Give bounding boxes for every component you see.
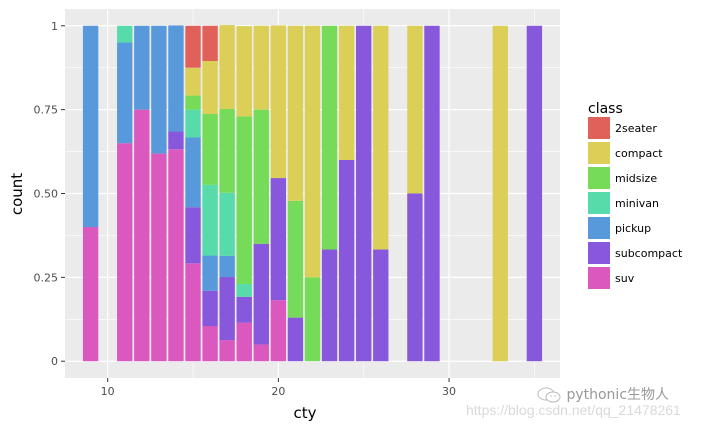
bar-segment-subcompact (407, 193, 423, 362)
legend-label-subcompact: subcompact (615, 247, 683, 260)
bar-segment-compact (202, 60, 218, 114)
bar-segment-compact (287, 25, 304, 201)
legend-label-compact: compact (615, 147, 663, 160)
bar-segment-suv (117, 143, 133, 362)
bar-segment-compact (407, 25, 423, 194)
bar-segment-suv (253, 344, 269, 362)
bar-segment-suv (82, 227, 99, 362)
bar-segment-suv (151, 153, 167, 362)
bar-segment-subcompact (338, 159, 355, 362)
x-axis-title: cty (293, 404, 316, 422)
bar-segment-pickup (185, 137, 201, 208)
y-axis: 0 0.25 0.50 0.75 1 (34, 20, 65, 368)
bar-segment-suv (270, 300, 287, 362)
bar-segment-midsize (236, 116, 252, 285)
bar-segment-subcompact (219, 277, 235, 341)
bar-segment-compact (373, 25, 389, 250)
bar-segment-compact (338, 25, 355, 160)
bar-segment-pickup (151, 25, 167, 154)
bar-segment-suv (236, 322, 252, 362)
bar-segment-subcompact (321, 249, 338, 362)
bar-segment-compact (253, 25, 269, 110)
legend-label-midsize: midsize (615, 172, 657, 185)
legend-swatch-suv (588, 267, 610, 289)
bar-segment-compact (304, 25, 321, 278)
bar-segment-subcompact (373, 249, 389, 362)
y-tick-label: 0.75 (34, 104, 59, 117)
bars (82, 25, 543, 362)
bar-segment-compact (270, 25, 287, 179)
bar-segment-suv (134, 109, 150, 362)
bar-segment-2seater (202, 25, 218, 61)
legend-swatch-2seater (588, 117, 610, 139)
bar-segment-suv (219, 340, 235, 362)
bar-segment-midsize (185, 95, 201, 110)
y-tick-label: 0.25 (34, 271, 59, 284)
legend-label-suv: suv (615, 272, 635, 285)
bar-segment-subcompact (202, 290, 218, 327)
legend-swatch-minivan (588, 192, 610, 214)
bar-segment-midsize (321, 25, 338, 250)
x-tick-label: 30 (442, 385, 456, 398)
wechat-icon (537, 387, 561, 403)
y-axis-title: count (8, 173, 26, 215)
y-tick-label: 1 (51, 20, 58, 33)
wechat-watermark: pythonic生物人 (536, 384, 669, 404)
bar-segment-pickup (134, 25, 150, 110)
legend-label-pickup: pickup (615, 222, 651, 235)
bar-segment-pickup (219, 255, 235, 278)
bar-segment-compact (219, 25, 235, 109)
bar-segment-midsize (304, 277, 321, 362)
bar-segment-pickup (202, 255, 218, 291)
bar-segment-compact (492, 25, 508, 362)
bar-segment-midsize (253, 109, 269, 244)
bar-segment-midsize (202, 113, 218, 185)
bar-segment-subcompact (526, 25, 543, 362)
bar-segment-midsize (287, 200, 304, 318)
bar-segment-midsize (219, 108, 235, 193)
bar-segment-minivan (202, 184, 218, 256)
bar-segment-pickup (168, 25, 184, 132)
bar-segment-subcompact (270, 178, 287, 301)
bar-segment-2seater (185, 25, 201, 68)
bar-segment-minivan (236, 284, 252, 297)
bar-segment-minivan (185, 109, 201, 138)
bar-segment-suv (168, 149, 184, 362)
bar-segment-subcompact (236, 296, 252, 323)
bar-segment-pickup (82, 25, 99, 228)
legend-swatch-midsize (588, 167, 610, 189)
bar-segment-suv (202, 326, 218, 362)
x-tick-label: 10 (101, 385, 115, 398)
bar-segment-minivan (219, 192, 235, 256)
bar-segment-compact (185, 67, 201, 96)
bar-segment-subcompact (356, 25, 372, 362)
legend-label-2seater: 2seater (615, 122, 657, 135)
y-tick-label: 0 (51, 355, 58, 368)
bar-segment-subcompact (424, 25, 440, 362)
legend-swatch-pickup (588, 217, 610, 239)
x-tick-label: 20 (271, 385, 285, 398)
bar-segment-compact (236, 26, 252, 117)
bar-segment-minivan (117, 25, 133, 43)
legend: class 2seater compact midsize minivan pickup… (588, 101, 683, 289)
watermark-account: pythonic生物人 (566, 387, 670, 403)
bar-segment-subcompact (185, 207, 201, 264)
bar-segment-subcompact (168, 131, 184, 150)
bar-segment-subcompact (253, 243, 269, 345)
x-axis: 10 20 30 (101, 378, 456, 398)
legend-title: class (588, 101, 623, 117)
y-tick-label: 0.50 (34, 188, 59, 201)
watermark-url: https://blog.csdn.net/qq_21478261 (466, 402, 681, 418)
bar-segment-suv (185, 263, 201, 362)
legend-swatch-subcompact (588, 242, 610, 264)
legend-swatch-compact (588, 142, 610, 164)
bar-segment-subcompact (287, 317, 304, 362)
bar-segment-pickup (117, 42, 133, 144)
legend-label-minivan: minivan (615, 197, 659, 210)
